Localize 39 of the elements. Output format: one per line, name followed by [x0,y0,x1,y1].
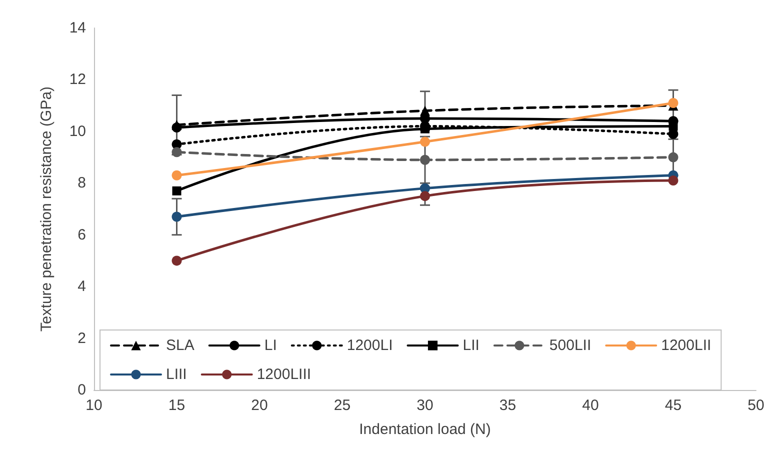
y-tick-label: 10 [69,122,86,140]
x-tick-label: 50 [748,397,764,414]
point [420,154,430,165]
legend-label: 1200LIII [256,366,312,383]
y-tick-label: 4 [78,278,86,296]
point [172,256,182,266]
legend-label: LII [462,337,480,354]
y-tick-label: 2 [78,330,86,347]
legend-label: LIII [166,366,187,383]
legend-label: LI [264,337,277,354]
legend-label: 1200LI [346,337,393,354]
x-tick-label: 20 [251,397,268,414]
legend-label: 1200LII [661,337,712,354]
point [172,186,182,196]
x-tick-label: 35 [499,397,516,414]
point [172,170,182,180]
y-axis-title: Texture penetration resistance (GPa) [38,86,55,332]
point [172,122,182,133]
point [668,152,678,162]
x-tick-label: 15 [168,397,186,414]
y-tick-label: 14 [69,20,86,36]
y-tick-label: 12 [69,71,86,88]
x-tick-label: 45 [664,397,682,414]
x-tick-label: 25 [334,397,351,414]
x-tick-label: 40 [582,397,599,414]
x-axis-title: Indentation load (N) [359,421,491,438]
point [420,136,430,147]
point [172,212,182,222]
point [172,147,182,158]
y-tick-label: 8 [78,174,86,192]
legend-label: 500LII [549,337,592,354]
y-tick-label: 6 [78,226,86,244]
y-tick-label: 0 [78,382,86,398]
point [668,98,678,108]
legend-label: SLA [166,337,194,354]
point [420,191,430,202]
point [668,122,678,131]
x-tick-label: 30 [416,397,434,414]
point [668,176,678,186]
